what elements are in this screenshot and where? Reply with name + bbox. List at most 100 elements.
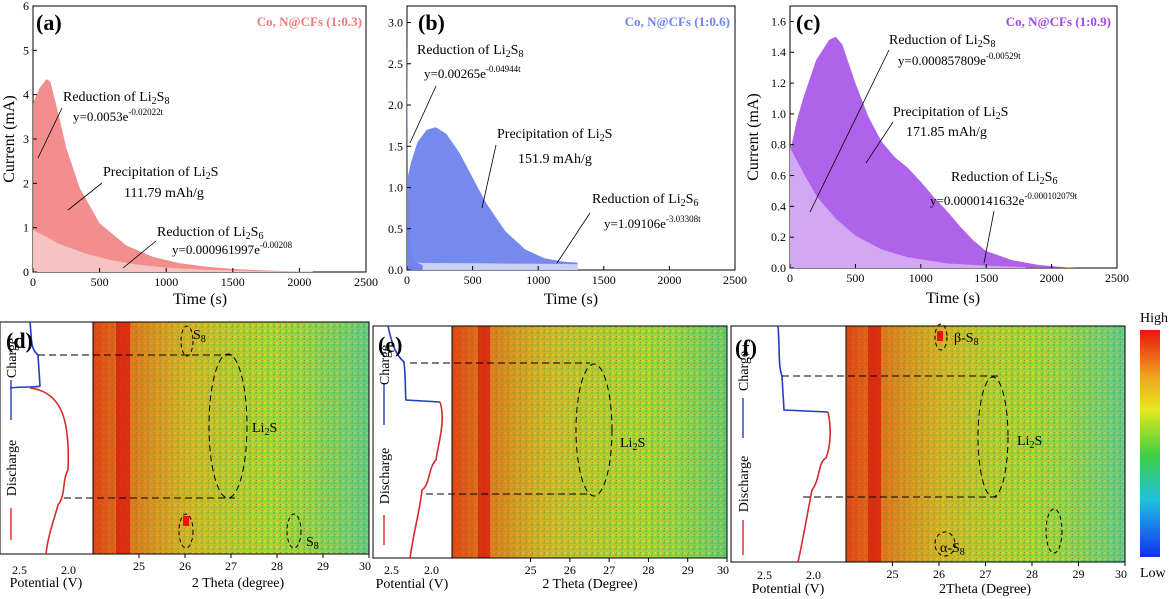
panel-b-yticks: 0.0 0.5 1.0 1.5 2.0 2.5 3.0	[388, 16, 411, 277]
panel-d-xtick-label: 27	[225, 559, 237, 573]
panel-b-marks	[407, 14, 578, 270]
panel-b-ytick-label: 3.0	[388, 16, 403, 30]
panel-e-charge-label: Charge	[378, 345, 393, 385]
panel-a-capacity: 111.79 mAh/g	[124, 186, 204, 201]
panel-f-alpha-s8-ellipse-left	[934, 531, 956, 557]
panel-e-ptick-2: 2.0	[424, 563, 439, 577]
panel-c-ytick-label: 0.2	[771, 230, 786, 244]
panel-a-title: Co, N@CFs (1:0.3)	[257, 14, 362, 29]
panel-d-s8-ellipse-bottom-left	[178, 513, 194, 549]
panel-c-arrow-li2s	[865, 121, 894, 164]
panel-e-frame	[451, 325, 728, 559]
panel-a-li2s6-label: Reduction of Li2S6	[157, 225, 263, 242]
panel-d-xtick-label: 25	[133, 559, 145, 573]
panel-b-li2s6-equation: y=1.09106e-3.03308t	[604, 214, 701, 231]
panel-a-xtick-label: 2000	[287, 275, 311, 289]
panel-e-potential-label: Potential (V)	[376, 577, 449, 592]
panel-c-ytick-label: 0.0	[771, 261, 786, 275]
panel-e-xtick-label: 30	[717, 563, 729, 577]
panel-b-arrow-li2s	[481, 144, 497, 209]
panel-c-xtick-label: 500	[846, 271, 864, 285]
panel-f-hotspot	[937, 331, 943, 341]
panel-b-xticks: 0 500 1000 1500 2000 2500	[404, 266, 747, 287]
panel-d-li2s-label: Li2S	[252, 421, 277, 438]
panel-d-s8-ellipse-top	[180, 325, 194, 357]
panel-e-li2s-label: Li2S	[620, 436, 645, 453]
panel-f-heatmap-shade	[846, 326, 1125, 562]
panel-d-xlabel: 2 Theta (degree)	[192, 576, 285, 591]
panel-d-s8-bottom: S8	[306, 535, 319, 552]
panel-b-li2s6-label: Reduction of Li2S6	[592, 192, 698, 209]
panel-a-series-0	[33, 229, 313, 272]
panel-d-ptick-1: 2.5	[12, 563, 27, 577]
panel-d-xtick-label: 29	[317, 559, 329, 573]
panel-b-xtick-label: 1500	[592, 273, 616, 287]
panel-f-xtick-label: 28	[1026, 567, 1038, 581]
panel-b-li2s-label: Precipitation of Li2S	[497, 127, 612, 144]
panel-a-ytick-label: 5	[23, 43, 29, 57]
panel-b-xtick-label: 0	[404, 273, 410, 287]
panel-b-li2s8-equation: y=0.00265e-0.04944t	[424, 64, 521, 81]
panel-b-title: Co, N@CFs (1:0.6)	[625, 14, 730, 29]
panel-d-charge-label: Charge	[5, 338, 20, 378]
panel-d-xtick-label: 26	[179, 559, 191, 573]
panel-f-xtick-label: 26	[933, 567, 945, 581]
panel-c-capacity: 171.85 mAh/g	[906, 125, 987, 140]
panel-c-li2s8-label: Reduction of Li2S8	[889, 33, 995, 50]
panel-d-charge-curve	[9, 321, 41, 389]
panel-b-arrow-li2s8	[409, 85, 437, 144]
panel-b-xtick-label: 1000	[526, 273, 550, 287]
panel-c-li2s6-label: Reduction of Li2S6	[951, 170, 1057, 187]
panel-f-potential-frame	[730, 325, 847, 563]
panel-f-li2s-ellipse	[977, 376, 1009, 498]
panel-b-label: (b)	[418, 10, 445, 35]
panel-c-xlabel: Time (s)	[926, 290, 980, 307]
panel-f-beta-s8: β-S8	[954, 331, 979, 348]
panel-f-xtick-label: 25	[887, 567, 899, 581]
panel-a-ytick-label: 1	[23, 221, 29, 235]
panel-f-discharge-label: Discharge	[737, 456, 752, 513]
panel-e-xticks: 25 26 27 28 29 30	[525, 558, 729, 577]
panel-d-heatmap-shade	[93, 322, 369, 554]
panel-a-li2s-label: Precipitation of Li2S	[103, 165, 218, 182]
panel-e-xtick-label: 27	[603, 563, 615, 577]
colorbar: High Low	[1140, 311, 1168, 581]
panel-f-ptick-1: 2.5	[757, 568, 772, 582]
panel-b-series-2	[407, 127, 578, 270]
panel-a-xtick-label: 500	[91, 275, 109, 289]
panel-e-peak-band	[478, 326, 490, 558]
panel-d-discharge-label: Discharge	[5, 440, 20, 497]
panel-c-ytick-label: 1.2	[771, 76, 786, 90]
panel-a-ytick-label: 2	[23, 176, 29, 190]
panel-c-label: (c)	[796, 10, 820, 35]
panel-b-ytick-label: 2.0	[388, 98, 403, 112]
panel-c-series-0	[790, 147, 1026, 268]
panel-c-li2s6-equation: y=0.0000141632e-0.000102079t	[930, 191, 1078, 208]
panel-e-xtick-label: 29	[682, 563, 694, 577]
panel-c: 0 500 1000 1500 2000 2500 0.0 0.2 0.4 0.6 0.8 1.0 1…	[745, 5, 1129, 307]
panel-e-ptick-1: 2.5	[384, 563, 399, 577]
panel-d: (d) S8 Li2S S8 Charge Discharge 2.5 2.0 …	[0, 321, 371, 591]
panel-d-xtick-label: 28	[271, 559, 283, 573]
panel-d-potential-frame	[0, 321, 94, 555]
panel-b-capacity: 151.9 mAh/g	[518, 152, 592, 167]
panel-c-xticks: 0 500 1000 1500 2000 2500	[787, 264, 1129, 285]
panel-a-ytick-label: 0	[23, 265, 29, 279]
panel-a-xtick-label: 2500	[354, 275, 378, 289]
panel-b-ytick-label: 2.5	[388, 57, 403, 71]
panel-e-xlabel: 2 Theta (Degree)	[542, 577, 638, 592]
panel-b-xtick-label: 2500	[723, 273, 747, 287]
panel-f: (f) β-S8 Li2S α-S8 Charge Discharge 2.5 …	[730, 323, 1127, 597]
panel-f-alpha-s8-ellipse	[1045, 508, 1063, 554]
panel-b-ytick-label: 1.0	[388, 181, 403, 195]
panel-b-arrow-li2s6	[556, 212, 591, 264]
panel-a-marks	[33, 79, 313, 272]
panel-f-potential-label: Potential (V)	[752, 582, 825, 597]
panel-b-xtick-label: 2000	[657, 273, 681, 287]
panel-d-hotspot	[183, 516, 189, 526]
panel-d-discharge-curve	[29, 387, 70, 555]
panel-c-xtick-label: 0	[787, 271, 793, 285]
panel-b-series-0	[407, 14, 423, 270]
panel-e-discharge-label: Discharge	[378, 448, 393, 505]
colorbar-gradient	[1140, 330, 1160, 557]
